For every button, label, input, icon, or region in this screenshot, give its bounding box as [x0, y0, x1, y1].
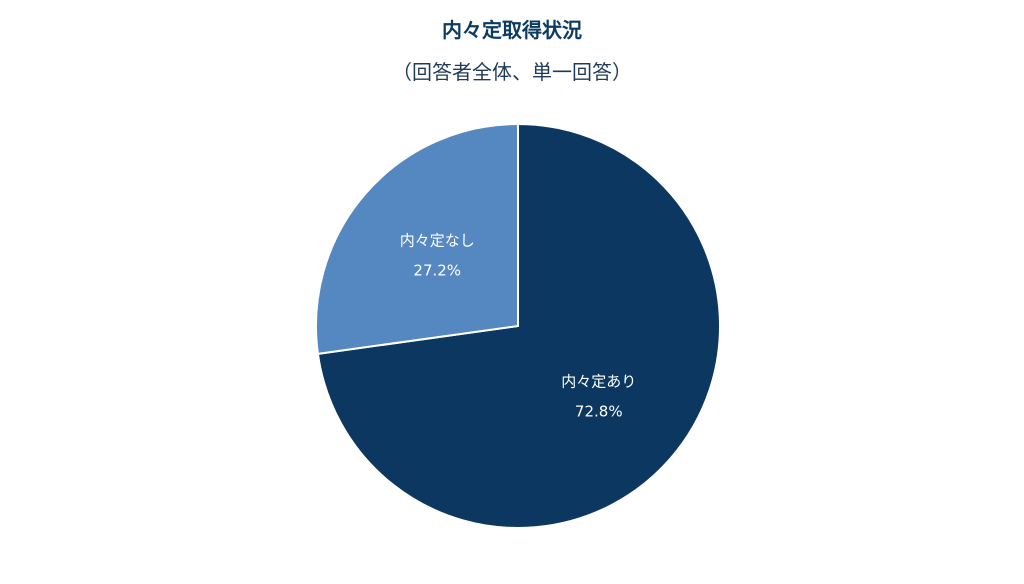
pie-slice-1: [315, 122, 519, 355]
slice-label-1: 内々定なし: [400, 232, 475, 250]
slice-label-0: 内々定あり: [561, 372, 636, 390]
chart-title: 内々定取得状況: [442, 18, 582, 42]
chart-subtitle: （回答者全体、単一回答）: [392, 60, 632, 84]
slice-value-label-0: 72.8%: [575, 402, 623, 420]
slice-value-label-1: 27.2%: [413, 262, 461, 280]
